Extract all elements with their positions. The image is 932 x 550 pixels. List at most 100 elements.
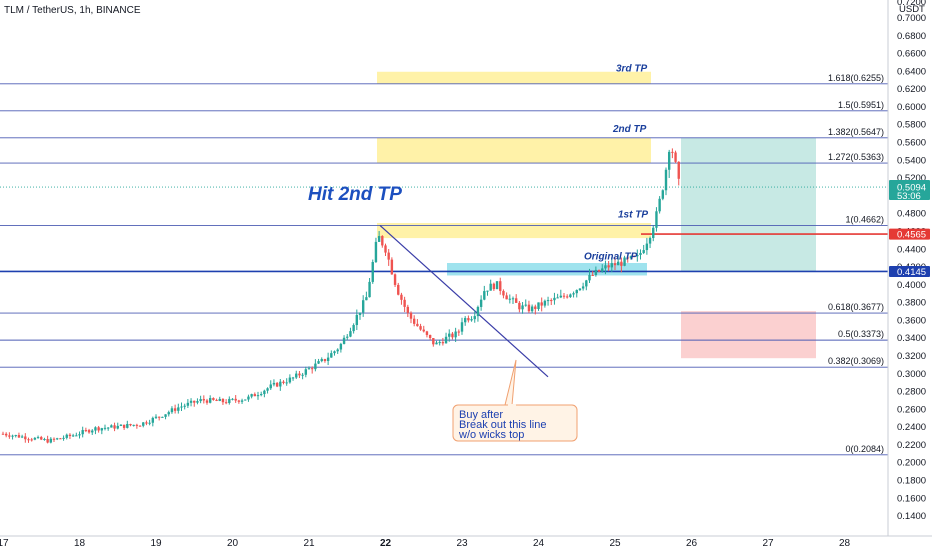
candle-body [365,297,368,301]
candle-body [97,427,100,431]
candle-body [610,263,614,268]
candle-body [441,342,445,344]
zone-2nd-tp [377,137,651,164]
candle-body [215,399,218,401]
candle-body [43,439,46,441]
candle-body [106,427,110,429]
candle-body [314,363,317,370]
candle-body [565,296,569,298]
candle-body [495,281,499,290]
candle-body [648,238,652,244]
candle-body [113,425,116,429]
candle-body [323,359,327,361]
horizontal-lines [0,186,888,273]
candle-body [138,425,142,427]
candle-body [317,361,320,364]
fib-label: 1(0.4662) [845,215,884,225]
candle-body [591,274,594,276]
candle-body [272,382,276,385]
candle-body [492,283,496,290]
price-tick: 0.1400 [897,511,926,522]
position-profit-zone [681,137,816,272]
candle-body [256,395,260,397]
candle-body [645,243,649,251]
candle-body [387,252,390,260]
candle-body [237,400,241,402]
candle-body [218,398,221,401]
price-tick: 0.3400 [897,333,926,344]
candle-body [84,430,88,432]
candle-body [87,430,91,433]
price-tick: 0.3200 [897,351,926,362]
candles [1,148,680,444]
candle-body [578,288,582,291]
candle-body [161,416,164,418]
candle-body [342,337,346,344]
price-tick: 0.2600 [897,404,926,415]
callout-box[interactable]: Buy after Break out this line w/o wicks … [452,359,578,442]
candle-body [11,435,14,437]
time-axis[interactable]: 17 18 19 20 21 22 23 24 25 26 27 28 [0,538,850,549]
candle-body [514,298,518,303]
candle-body [381,236,384,246]
candle-body [59,438,62,440]
time-tick: 28 [839,538,851,549]
position-loss-zone [681,311,816,359]
candle-body [655,211,658,228]
candle-body [569,294,572,298]
candle-body [148,422,151,424]
candle-body [199,399,202,402]
price-tag [889,228,930,240]
zones-layer [377,71,816,359]
price-tick: 0.2400 [897,422,926,433]
candle-body [620,261,623,266]
price-tick: 0.3800 [897,298,926,309]
candle-body [164,414,167,417]
candle-body [339,343,343,350]
fib-label: 0.5(0.3373) [838,329,884,339]
candle-body [307,368,311,370]
candle-body [310,368,314,370]
candle-body [49,438,53,443]
price-tick-top: 0.7200 [897,0,926,8]
candle-body [616,261,620,266]
candle-body [400,294,403,300]
candle-body [17,435,21,438]
candle-body [304,369,308,375]
candle-body [326,357,330,361]
price-tick: 0.2000 [897,458,926,469]
candle-body [8,435,11,437]
price-tag-value: 0.4565 [897,230,926,241]
candle-body [652,227,655,239]
candle-body [403,299,406,307]
price-tag [889,180,930,201]
candle-body [639,252,642,255]
candle-body [81,430,84,435]
candle-body [393,274,397,285]
time-tick: 25 [609,538,621,549]
candle-body [467,318,470,321]
price-axis[interactable]: 0.7200 USDT 0.7000 0.6800 0.6600 0.6400 0.62… [897,0,926,522]
trendline[interactable] [379,225,549,378]
candle-body [234,398,237,401]
candle-body [397,284,400,295]
candle-body [409,312,413,319]
candle-body [451,333,454,338]
candle-body [94,427,97,431]
fib-label: 0.618(0.3677) [828,302,884,312]
candle-body [177,407,180,411]
candle-body [196,401,199,403]
candle-body [473,316,476,320]
candle-body [212,398,215,400]
price-axis-currency: USDT [899,4,925,15]
candle-body [390,259,394,275]
candle-body [454,331,457,338]
price-tick: 0.6400 [897,66,926,77]
candle-body [406,306,410,313]
candle-body [613,263,617,266]
candle-body [122,424,126,428]
candle-body [642,250,645,253]
candle-body [432,338,435,345]
candle-body [205,400,209,403]
